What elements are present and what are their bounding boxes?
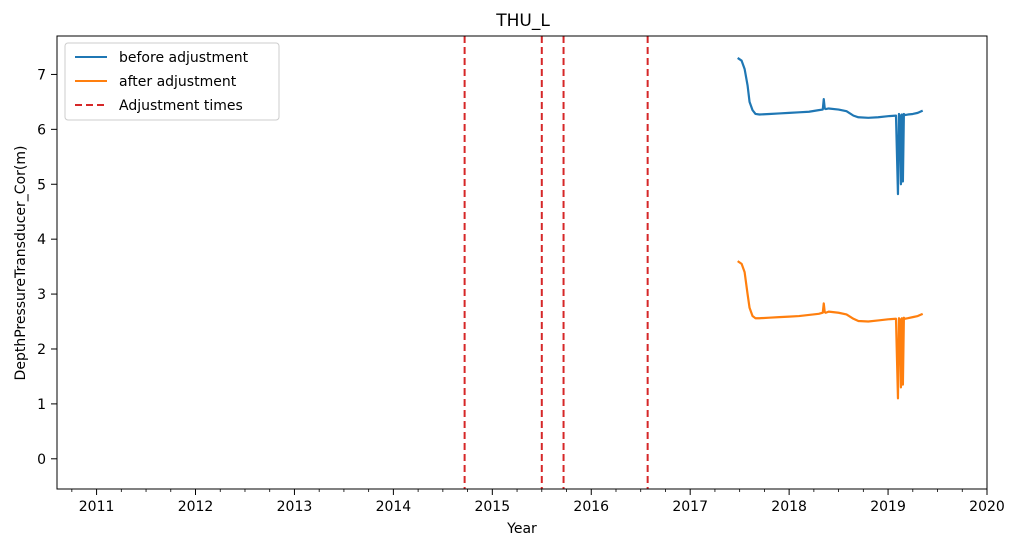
chart-title: THU_L bbox=[495, 11, 550, 31]
series-line-1 bbox=[737, 57, 924, 196]
y-tick-label-5: 4 bbox=[37, 232, 46, 248]
x-tick-label-4: 2014 bbox=[376, 499, 412, 515]
y-axis-label: DepthPressureTransducer_Cor(m) bbox=[13, 146, 29, 381]
legend-box bbox=[64, 42, 280, 121]
y-tick-label-6: 5 bbox=[37, 177, 46, 193]
legend-label-1: before adjustment bbox=[119, 50, 249, 66]
y-tick-label-2: 1 bbox=[37, 397, 46, 413]
y-tick-label-1: 0 bbox=[37, 452, 46, 468]
legend-label-3: Adjustment times bbox=[119, 98, 243, 114]
x-axis: 2011 2012 2013 2014 2015 2016 2017 2018 2019 2020 bbox=[71, 489, 1005, 515]
y-tick-label-3: 2 bbox=[37, 342, 46, 358]
x-tick-label-9: 2019 bbox=[870, 499, 906, 515]
y-tick-label-7: 6 bbox=[37, 122, 46, 138]
y-tick-label-8: 7 bbox=[37, 67, 46, 83]
x-tick-label-8: 2018 bbox=[771, 499, 807, 515]
x-tick-label-10: 2020 bbox=[969, 499, 1005, 515]
x-tick-label-5: 2015 bbox=[474, 499, 510, 515]
legend: before adjustment after adjustment Adjustm… bbox=[64, 42, 280, 121]
y-tick-label-4: 3 bbox=[37, 287, 46, 303]
x-tick-label-1: 2011 bbox=[79, 499, 115, 515]
legend-label-2: after adjustment bbox=[119, 74, 237, 90]
x-tick-label-6: 2016 bbox=[573, 499, 609, 515]
plot-frame bbox=[56, 35, 988, 490]
x-tick-label-7: 2017 bbox=[672, 499, 708, 515]
plot-area bbox=[56, 35, 988, 490]
series-line-2 bbox=[737, 260, 924, 400]
y-axis: 0 1 2 3 4 5 6 7 bbox=[37, 67, 57, 468]
x-tick-label-3: 2013 bbox=[277, 499, 313, 515]
x-axis-label: Year bbox=[506, 521, 537, 537]
x-tick-label-2: 2012 bbox=[178, 499, 214, 515]
